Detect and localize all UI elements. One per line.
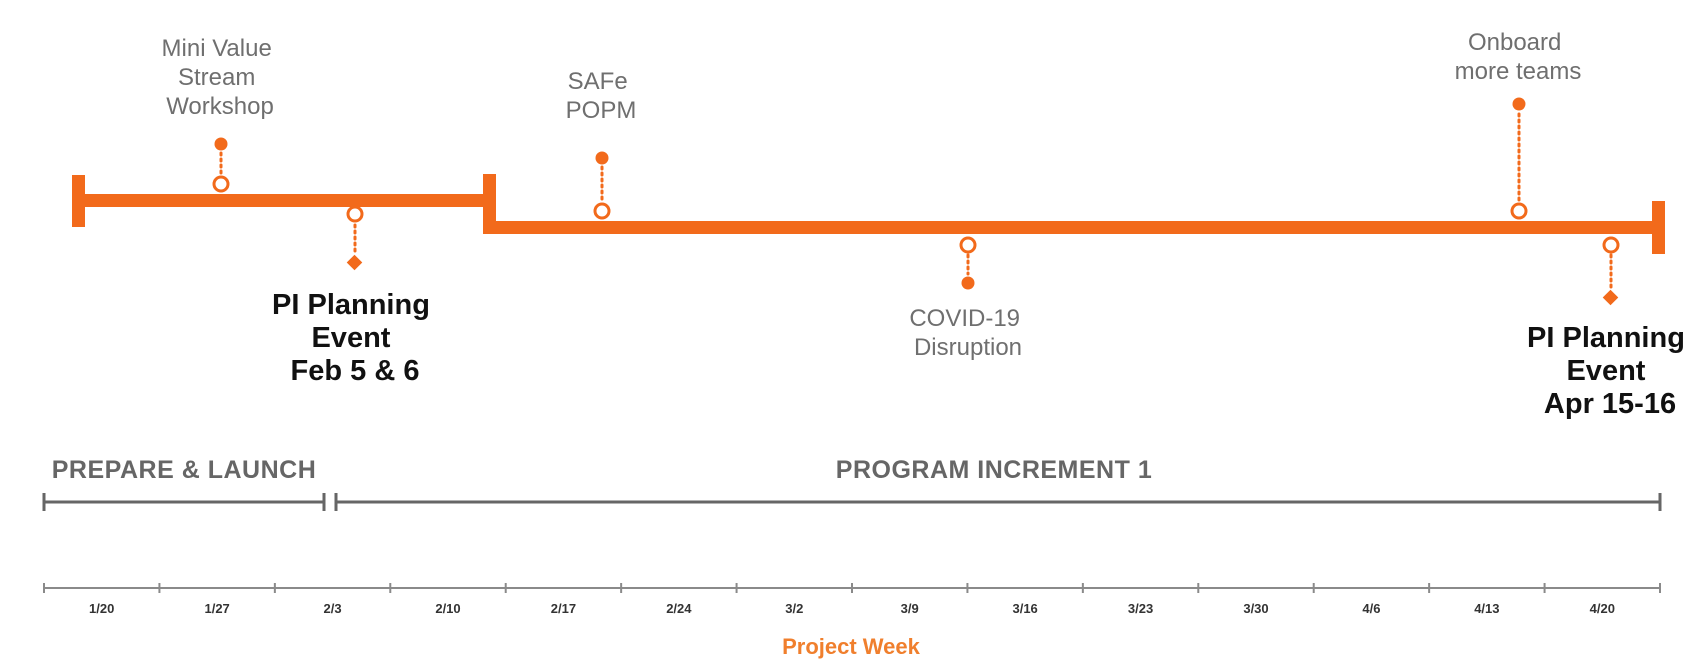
phase-label-prepare: PREPARE & LAUNCH xyxy=(52,456,317,484)
milestone-ring xyxy=(593,202,611,220)
milestone-safe-popm: SAFe POPM xyxy=(566,68,637,220)
week-label: 3/9 xyxy=(901,601,919,616)
milestone-label-line: more teams xyxy=(1455,58,1582,85)
week-label: 2/10 xyxy=(435,601,460,616)
milestone-label-line: Onboard xyxy=(1468,29,1561,56)
week-label: 3/23 xyxy=(1128,601,1153,616)
milestone-label: COVID-19 Disruption xyxy=(909,305,1026,361)
week-label: 4/20 xyxy=(1590,601,1615,616)
timeline-bars xyxy=(72,174,1665,254)
timeline-end-cap xyxy=(1652,201,1665,254)
milestone-ring xyxy=(1602,236,1620,254)
milestone-dot xyxy=(595,151,609,165)
week-label: 3/16 xyxy=(1012,601,1037,616)
milestone-diamond xyxy=(346,254,363,271)
milestone-label-line: Disruption xyxy=(914,334,1022,361)
phase-bracket-increment xyxy=(334,493,1662,511)
week-label: 4/13 xyxy=(1474,601,1499,616)
week-label: 2/17 xyxy=(551,601,576,616)
milestone-label: PI Planning Event Feb 5 & 6 xyxy=(272,289,438,387)
milestone-label-line: Event xyxy=(1566,355,1645,387)
axis-title: Project Week xyxy=(782,634,921,659)
milestone-ring xyxy=(212,175,230,193)
milestone-dot xyxy=(1512,97,1526,111)
milestone-ring xyxy=(1510,202,1528,220)
week-label: 2/24 xyxy=(666,601,692,616)
week-label: 1/20 xyxy=(89,601,114,616)
milestone-pi-planning-apr: PI Planning Event Apr 15-16 xyxy=(1527,236,1693,420)
milestone-diamond xyxy=(1602,289,1619,306)
phase-label-increment: PROGRAM INCREMENT 1 xyxy=(836,456,1152,484)
milestone-label: Onboard more teams xyxy=(1455,29,1582,85)
milestone-label: Mini Value Stream Workshop xyxy=(162,35,279,120)
milestone-pi-planning-feb: PI Planning Event Feb 5 & 6 xyxy=(272,205,438,387)
milestone-onboard: Onboard more teams xyxy=(1455,29,1582,220)
week-label: 4/6 xyxy=(1362,601,1380,616)
milestone-mini-value-stream: Mini Value Stream Workshop xyxy=(162,35,279,193)
phase-brackets: PREPARE & LAUNCH PROGRAM INCREMENT 1 xyxy=(42,456,1662,511)
milestone-ring xyxy=(959,236,977,254)
week-label: 3/30 xyxy=(1243,601,1268,616)
week-label: 2/3 xyxy=(324,601,342,616)
milestone-dot xyxy=(961,276,975,290)
milestone-label: SAFe POPM xyxy=(566,68,637,124)
milestone-ring xyxy=(346,205,364,223)
week-labels: 1/20 1/27 2/3 2/10 2/17 2/24 3/2 3/9 3/16 3/23 3/3… xyxy=(89,601,1615,616)
milestone-covid: COVID-19 Disruption xyxy=(909,236,1026,361)
milestone-label-line: POPM xyxy=(566,97,637,124)
phase-step-divider xyxy=(483,174,496,234)
week-label: 1/27 xyxy=(204,601,229,616)
milestone-label-line: Mini Value xyxy=(162,35,272,62)
milestone-label-line: Apr 15-16 xyxy=(1544,388,1676,420)
milestone-label-line: SAFe xyxy=(568,68,628,95)
milestone-label-line: Stream xyxy=(178,64,255,91)
phase-bracket-prepare xyxy=(42,493,326,511)
milestone-label-line: Event xyxy=(311,322,390,354)
week-label: 3/2 xyxy=(785,601,803,616)
milestone-label-line: PI Planning xyxy=(272,289,430,321)
milestone-label-line: PI Planning xyxy=(1527,322,1685,354)
milestone-label: PI Planning Event Apr 15-16 xyxy=(1527,322,1693,420)
milestone-label-line: Workshop xyxy=(166,93,274,120)
milestone-dot xyxy=(214,137,228,151)
increment-segment-bar xyxy=(488,221,1658,234)
milestone-label-line: Feb 5 & 6 xyxy=(291,355,420,387)
week-ticks xyxy=(43,583,1661,593)
prepare-segment-bar xyxy=(78,194,490,207)
week-axis: 1/20 1/27 2/3 2/10 2/17 2/24 3/2 3/9 3/16 3/23 3/3… xyxy=(43,583,1661,659)
milestone-label-line: COVID-19 xyxy=(909,305,1020,332)
